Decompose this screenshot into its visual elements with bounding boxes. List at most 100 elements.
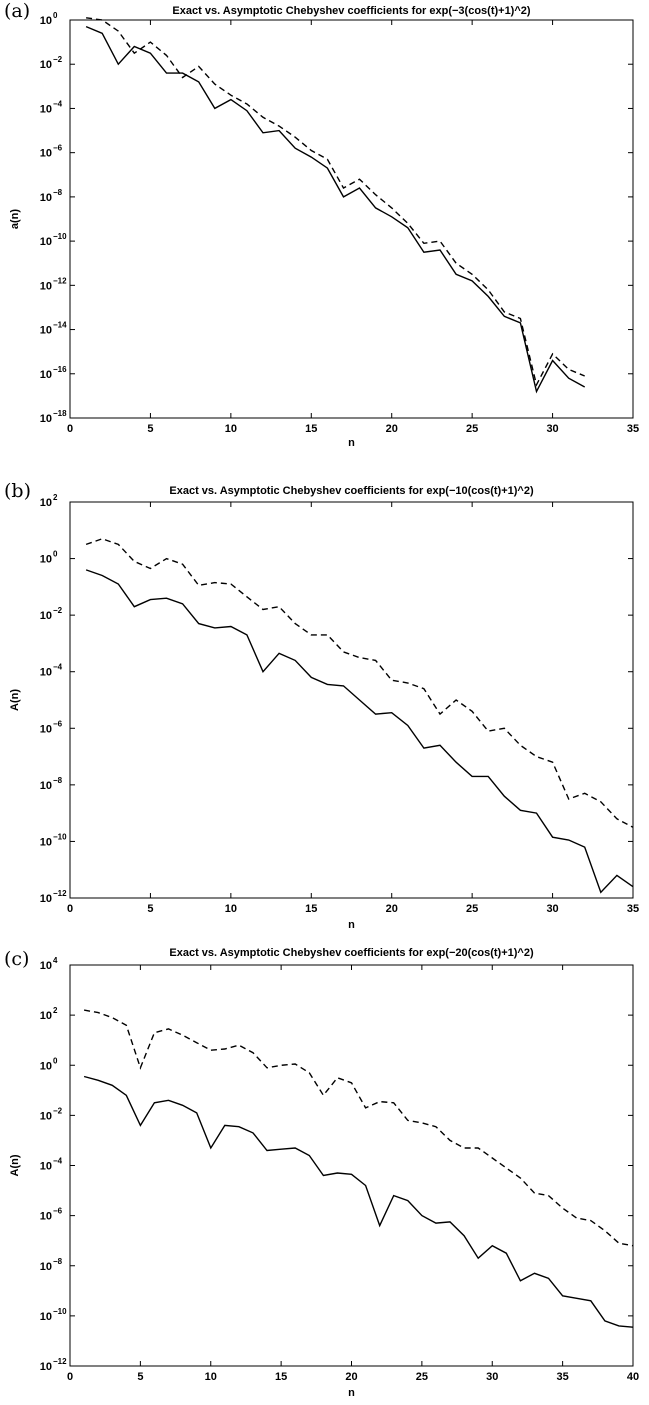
y-tick-exponent: −10 [53,232,67,241]
y-tick-label: 10 [40,1311,52,1323]
y-tick-label: 10 [40,1010,52,1022]
y-tick-label: 10 [40,59,52,71]
y-tick-label: 10 [40,1060,52,1072]
x-tick-label: 35 [627,423,639,435]
chart-panel-c: (c) Exact vs. Asymptotic Chebyshev coeff… [0,938,649,1405]
x-tick-label: 25 [416,1371,428,1383]
x-tick-label: 15 [305,903,317,915]
x-tick-label: 15 [275,1371,287,1383]
y-tick-exponent: −18 [53,409,67,418]
y-tick-label: 10 [40,148,52,160]
panel-label: (b) [4,480,31,502]
y-tick-label: 10 [40,1211,52,1223]
y-tick-exponent: 2 [53,1006,58,1015]
y-axis-label: A(n) [9,1154,21,1176]
y-tick-exponent: −4 [53,99,63,108]
x-tick-label: 30 [546,903,558,915]
y-tick-exponent: 4 [53,956,58,965]
x-tick-label: 20 [345,1371,357,1383]
y-tick-label: 10 [40,103,52,115]
x-tick-label: 35 [557,1371,569,1383]
y-tick-label: 10 [40,960,52,972]
y-tick-label: 10 [40,280,52,292]
y-tick-exponent: −6 [53,1207,63,1216]
series-line-dashed [86,17,585,387]
chart-b-svg: Exact vs. Asymptotic Chebyshev coefficie… [9,485,639,931]
y-tick-exponent: −12 [53,276,67,285]
x-tick-label: 25 [466,903,478,915]
x-tick-label: 20 [386,423,398,435]
series-line-solid [85,569,634,894]
y-tick-exponent: 0 [53,11,58,20]
chart-title: Exact vs. Asymptotic Chebyshev coefficie… [172,5,530,17]
y-tick-exponent: 0 [53,1056,58,1065]
y-tick-exponent: −10 [53,1307,67,1316]
chart-panel-b: (b) Exact vs. Asymptotic Chebyshev coeff… [0,470,649,938]
plot-frame [69,19,634,419]
y-tick-exponent: −8 [53,188,63,197]
panel-label: (c) [4,948,30,970]
y-tick-exponent: −2 [53,1106,63,1115]
series-line-solid [85,25,586,394]
series-line-solid [83,1075,634,1328]
x-tick-label: 0 [67,1371,73,1383]
x-axis-label: n [348,437,355,449]
x-tick-label: 15 [305,423,317,435]
y-tick-exponent: −14 [53,321,67,330]
series-line-dashed [83,1009,634,1247]
y-tick-label: 10 [40,836,52,848]
y-axis-label: a(n) [9,209,21,230]
series-line-dashed [85,538,634,828]
y-tick-label: 10 [40,1110,52,1122]
chart-c-svg: Exact vs. Asymptotic Chebyshev coefficie… [9,947,639,1399]
x-tick-label: 30 [546,423,558,435]
x-tick-label: 0 [67,423,73,435]
x-tick-label: 40 [627,1371,639,1383]
y-tick-label: 10 [40,369,52,381]
x-tick-label: 10 [205,1371,217,1383]
y-tick-label: 10 [40,192,52,204]
y-tick-exponent: −6 [53,144,63,153]
y-axis-label: A(n) [9,689,21,711]
y-tick-label: 10 [40,667,52,679]
x-tick-label: 5 [147,423,153,435]
y-tick-label: 10 [40,554,52,566]
y-tick-exponent: 2 [53,493,58,502]
x-tick-label: 20 [386,903,398,915]
y-tick-exponent: −4 [53,663,63,672]
chart-a-svg: Exact vs. Asymptotic Chebyshev coefficie… [9,5,639,449]
x-tick-label: 5 [147,903,153,915]
y-tick-label: 10 [40,780,52,792]
y-tick-label: 10 [40,610,52,622]
x-axis-label: n [348,919,355,931]
plot-frame [69,501,634,899]
y-tick-exponent: −12 [53,1357,67,1366]
y-tick-exponent: −6 [53,719,63,728]
y-tick-exponent: −2 [53,606,63,615]
x-axis-label: n [348,1387,355,1399]
y-tick-exponent: −8 [53,776,63,785]
x-tick-label: 5 [137,1371,143,1383]
y-tick-label: 10 [40,15,52,27]
y-tick-exponent: −12 [53,889,67,898]
y-tick-exponent: 0 [53,550,58,559]
y-tick-label: 10 [40,413,52,425]
x-tick-label: 35 [627,903,639,915]
x-tick-label: 0 [67,903,73,915]
y-tick-label: 10 [40,1361,52,1373]
y-tick-label: 10 [40,1161,52,1173]
y-tick-label: 10 [40,723,52,735]
chart-title: Exact vs. Asymptotic Chebyshev coefficie… [169,485,534,497]
chart-title: Exact vs. Asymptotic Chebyshev coefficie… [169,947,534,959]
y-tick-label: 10 [40,236,52,248]
y-tick-label: 10 [40,893,52,905]
y-tick-exponent: −10 [53,832,67,841]
panel-label: (a) [4,0,31,22]
x-tick-label: 10 [225,903,237,915]
y-tick-exponent: −8 [53,1257,63,1266]
plot-frame [69,964,634,1367]
y-tick-label: 10 [40,497,52,509]
x-tick-label: 10 [225,423,237,435]
y-tick-exponent: −2 [53,55,63,64]
y-tick-exponent: −4 [53,1157,63,1166]
